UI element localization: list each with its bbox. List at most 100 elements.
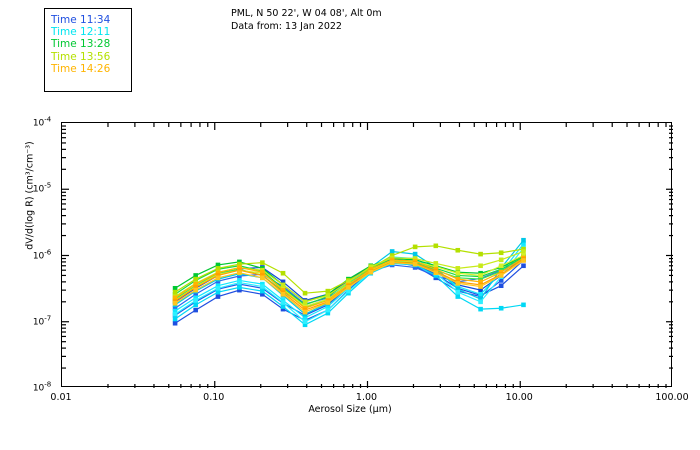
series-marker: [478, 276, 483, 282]
series-marker: [193, 295, 198, 301]
series-marker: [478, 279, 483, 285]
x-axis-tick-labels: 0.01 0.10 1.00 10.00 100.00: [0, 392, 700, 408]
series-marker: [302, 319, 308, 325]
series-marker: [389, 249, 395, 254]
legend-label-3: Time 13:56: [51, 50, 111, 63]
series-marker: [389, 260, 395, 265]
legend-label-4: Time 14:26: [51, 62, 111, 75]
series-marker: [237, 270, 242, 275]
series-marker: [368, 269, 374, 275]
series-marker: [455, 276, 461, 282]
series-marker: [478, 287, 483, 293]
series-marker: [172, 300, 178, 306]
series-marker: [478, 284, 483, 289]
series-marker: [215, 283, 221, 289]
series-marker: [260, 275, 265, 281]
series-marker: [172, 308, 178, 314]
series-marker: [280, 300, 286, 305]
series-marker: [433, 264, 439, 269]
series-marker: [455, 281, 461, 286]
series-marker: [412, 244, 418, 250]
series-marker: [478, 291, 483, 297]
series-marker: [478, 251, 483, 257]
series-marker: [346, 288, 351, 294]
series-marker: [455, 286, 461, 292]
series-marker: [280, 291, 286, 297]
series-marker: [215, 275, 221, 281]
series-marker: [498, 263, 504, 269]
series-marker: [237, 285, 242, 290]
series-marker: [521, 249, 526, 254]
series-marker: [521, 302, 526, 308]
series-marker: [478, 273, 483, 278]
series-marker: [455, 294, 461, 299]
series-marker: [172, 316, 178, 322]
x-tick-label: 100.00: [655, 392, 689, 403]
series-marker: [498, 283, 504, 289]
series-marker: [237, 287, 242, 293]
y-tick-label: 10-4: [32, 115, 52, 129]
series-marker: [260, 284, 265, 289]
series-marker: [193, 291, 198, 297]
series-marker: [498, 305, 504, 311]
series-marker: [478, 263, 483, 269]
series-marker: [412, 265, 418, 270]
series-marker: [325, 307, 331, 313]
x-tick-label: 0.01: [50, 392, 72, 403]
legend-label-1: Time 12:11: [51, 26, 111, 39]
series-marker: [260, 288, 265, 294]
series-marker: [412, 261, 418, 267]
series-marker: [433, 243, 439, 249]
series-marker: [260, 269, 265, 275]
chart-subtitle: Data from: 13 Jan 2022: [231, 21, 342, 32]
series-marker: [455, 270, 461, 276]
series-marker: [455, 247, 461, 253]
series-marker: [498, 250, 504, 256]
series-marker: [280, 279, 286, 285]
series-marker: [521, 237, 526, 243]
series-marker: [237, 265, 242, 270]
series-marker: [302, 290, 308, 296]
series-marker: [260, 281, 265, 287]
series-marker: [260, 273, 265, 278]
series-marker: [172, 311, 178, 317]
legend-item-4: Time 14:26: [51, 63, 131, 75]
series-marker: [215, 262, 221, 268]
series-marker: [521, 253, 526, 258]
legend-label-0: Time 11:34: [51, 14, 111, 26]
series-marker: [521, 241, 526, 247]
series-marker: [498, 273, 504, 278]
series-marker: [302, 315, 308, 321]
series-marker: [455, 289, 461, 295]
series-marker: [302, 299, 308, 305]
series-marker: [455, 266, 461, 271]
series-marker: [215, 289, 221, 295]
series-marker: [215, 273, 221, 278]
legend-item-2: Time 13:28: [51, 38, 131, 50]
series-marker: [215, 294, 221, 299]
series-marker: [478, 296, 483, 302]
series-marker: [389, 253, 395, 258]
series-marker: [368, 264, 374, 269]
series-marker: [215, 266, 221, 271]
series-marker: [346, 285, 351, 290]
series-marker: [193, 287, 198, 293]
x-tick-label: 10.00: [505, 392, 533, 403]
series-marker: [498, 278, 504, 283]
series-marker: [325, 293, 331, 298]
series-marker: [325, 310, 331, 316]
series-marker: [193, 276, 198, 282]
y-tick-label: 10-5: [32, 181, 52, 195]
series-marker: [325, 300, 331, 305]
series-marker: [433, 270, 439, 275]
series-marker: [172, 320, 178, 326]
legend-item-3: Time 13:56: [51, 51, 131, 63]
series-marker: [260, 291, 265, 297]
series-marker: [478, 299, 483, 305]
series-marker: [521, 246, 526, 252]
series-marker: [412, 256, 418, 261]
series-marker: [193, 307, 198, 313]
y-tick-label: 10-7: [32, 314, 52, 328]
y-axis-tick-labels: 10-4 10-5 10-6 10-7 10-8: [0, 116, 57, 394]
